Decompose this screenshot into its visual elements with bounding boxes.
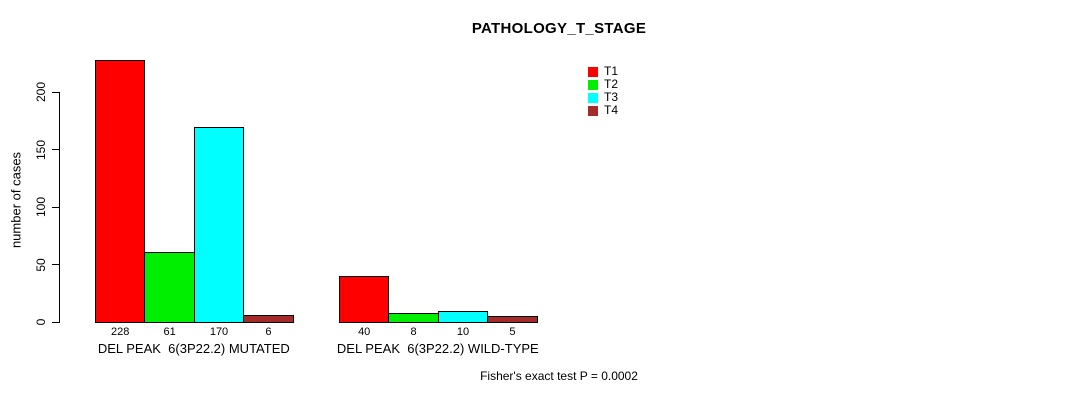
bar-value-label: 5 <box>509 326 516 338</box>
legend-label-t2: T2 <box>604 77 619 91</box>
y-axis-line <box>59 92 60 323</box>
category-label-group1: DEL PEAK 6(3P22.2) MUTATED <box>97 341 290 356</box>
y-axis-tick-label: 200 <box>34 81 48 103</box>
y-axis-tick <box>52 206 59 208</box>
legend-row-t3: T3 <box>588 91 618 104</box>
bar-t1-group2 <box>339 276 390 323</box>
bar-value-label: 228 <box>111 326 130 338</box>
legend-swatch-t2 <box>588 79 598 90</box>
y-axis-tick-label: 150 <box>34 139 48 160</box>
y-axis-tick-label: 50 <box>34 257 48 272</box>
bar-t2-group1 <box>144 251 195 323</box>
legend-label-t1: T1 <box>604 64 619 78</box>
bar-value-label: 8 <box>410 326 417 338</box>
y-axis-tick-label: 0 <box>34 318 48 326</box>
bar-value-label: 10 <box>456 326 470 338</box>
fisher-test-annotation: Fisher's exact test P = 0.0002 <box>480 369 638 383</box>
legend-row-t1: T1 <box>588 65 618 78</box>
y-axis-label: number of cases <box>8 151 24 249</box>
y-axis-tick <box>52 149 59 150</box>
bar-t3-group2 <box>437 310 489 323</box>
legend-swatch-t1 <box>588 66 598 77</box>
legend-swatch-t4 <box>588 105 598 116</box>
bar-t1-group1 <box>95 59 146 323</box>
y-axis-tick-label: 100 <box>34 196 48 218</box>
y-axis-tick <box>52 264 59 265</box>
category-label-group2: DEL PEAK 6(3P22.2) WILD-TYPE <box>336 341 539 356</box>
legend-row-t4: T4 <box>588 104 618 117</box>
bar-t2-group2 <box>388 312 439 323</box>
bar-value-label: 6 <box>265 326 272 338</box>
legend-row-t2: T2 <box>588 78 618 91</box>
y-axis-tick <box>52 321 59 323</box>
bar-value-label: 40 <box>358 326 371 338</box>
bar-t3-group1 <box>193 126 245 323</box>
bar-value-label: 170 <box>209 326 229 338</box>
y-axis-tick <box>52 91 59 93</box>
legend: T1 T2 T3 T4 <box>588 65 618 117</box>
chart-title: PATHOLOGY_T_STAGE <box>471 20 647 37</box>
legend-label-t4: T4 <box>604 103 619 117</box>
bar-t4-group2 <box>487 316 538 323</box>
bar-t4-group1 <box>243 315 294 323</box>
legend-label-t3: T3 <box>604 90 619 104</box>
legend-swatch-t3 <box>588 92 598 103</box>
bar-value-label: 61 <box>163 326 176 338</box>
